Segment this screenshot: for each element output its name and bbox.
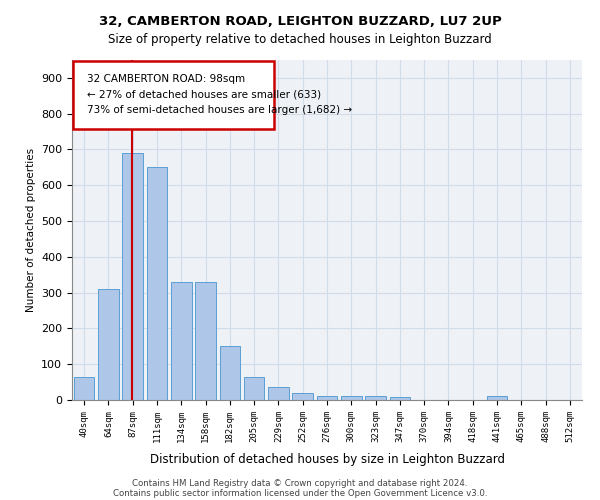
- Text: Contains HM Land Registry data © Crown copyright and database right 2024.: Contains HM Land Registry data © Crown c…: [132, 478, 468, 488]
- Bar: [292, 393, 313, 400]
- Bar: [195, 282, 216, 400]
- Bar: [122, 153, 143, 400]
- Text: 32 CAMBERTON ROAD: 98sqm
← 27% of detached houses are smaller (633)
73% of semi-: 32 CAMBERTON ROAD: 98sqm ← 27% of detach…: [86, 74, 352, 116]
- Text: Size of property relative to detached houses in Leighton Buzzard: Size of property relative to detached ho…: [108, 32, 492, 46]
- Bar: [341, 396, 362, 400]
- FancyBboxPatch shape: [73, 60, 274, 128]
- X-axis label: Distribution of detached houses by size in Leighton Buzzard: Distribution of detached houses by size …: [149, 453, 505, 466]
- Bar: [365, 396, 386, 400]
- Bar: [146, 168, 167, 400]
- Bar: [268, 388, 289, 400]
- Bar: [74, 376, 94, 400]
- Bar: [244, 376, 265, 400]
- Bar: [171, 282, 191, 400]
- Bar: [220, 346, 240, 400]
- Text: 32, CAMBERTON ROAD, LEIGHTON BUZZARD, LU7 2UP: 32, CAMBERTON ROAD, LEIGHTON BUZZARD, LU…: [98, 15, 502, 28]
- Bar: [317, 396, 337, 400]
- Y-axis label: Number of detached properties: Number of detached properties: [26, 148, 35, 312]
- Bar: [389, 397, 410, 400]
- Bar: [487, 396, 508, 400]
- Text: Contains public sector information licensed under the Open Government Licence v3: Contains public sector information licen…: [113, 488, 487, 498]
- Bar: [98, 289, 119, 400]
